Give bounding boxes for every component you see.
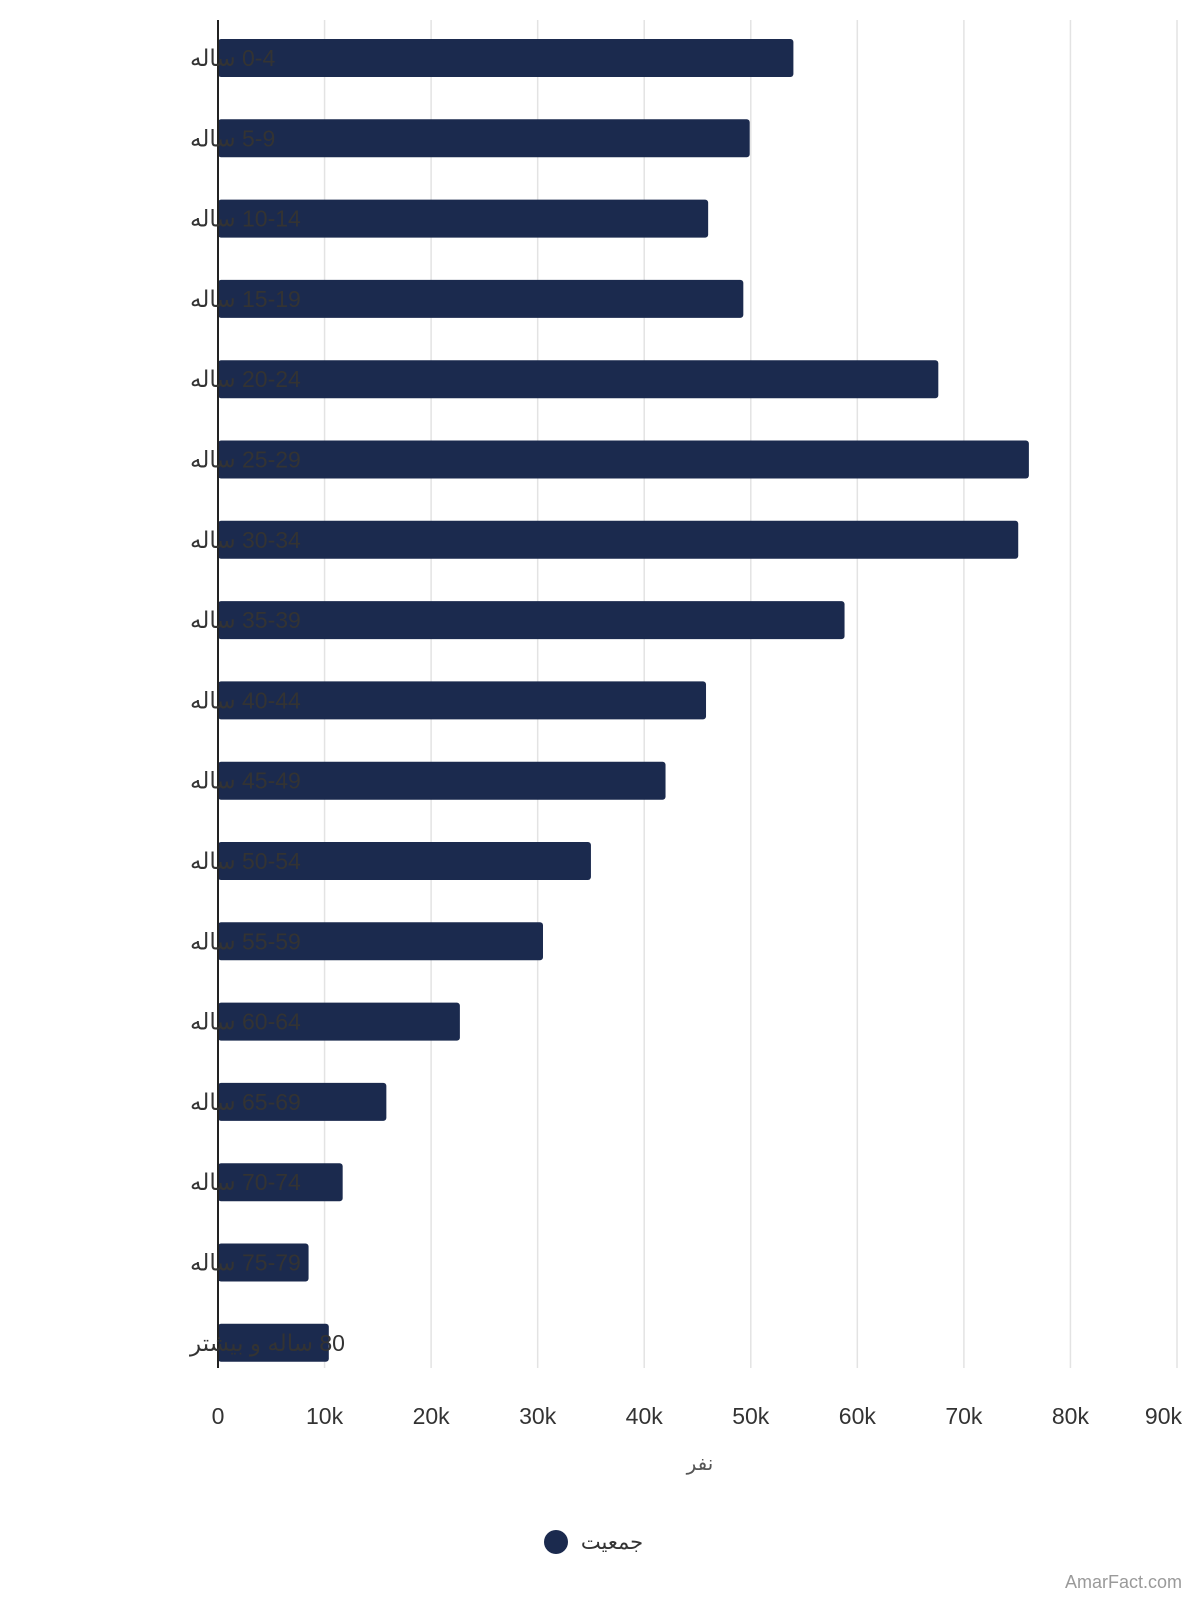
category-label: 20-24 ساله <box>190 366 301 392</box>
x-axis-title: نفر <box>686 1453 714 1475</box>
x-tick-label: 70k <box>945 1403 983 1429</box>
grid-lines <box>323 20 1178 1368</box>
x-tick-label: 60k <box>839 1403 877 1429</box>
category-label: 80 ساله و بیشتر <box>189 1330 345 1357</box>
x-tick-label: 0 <box>212 1403 225 1429</box>
category-label: 25-29 ساله <box>190 447 301 473</box>
category-label: 40-44 ساله <box>190 687 301 713</box>
x-tick-labels: 0 10k 20k 30k 40k 50k 60k 70k 80k 90k <box>212 1403 1183 1429</box>
category-label: 60-64 ساله <box>190 1009 301 1035</box>
x-tick-label: 90k <box>1145 1403 1183 1429</box>
category-label: 55-59 ساله <box>190 928 301 954</box>
bar[interactable] <box>218 119 750 158</box>
bar[interactable] <box>218 1323 329 1362</box>
bar[interactable] <box>218 601 845 640</box>
bar[interactable] <box>218 1082 387 1121</box>
bar[interactable] <box>218 761 666 800</box>
category-label: 5-9 ساله <box>190 125 275 151</box>
legend-swatch <box>544 1530 568 1554</box>
bar[interactable] <box>218 922 543 961</box>
x-tick-label: 10k <box>306 1403 344 1429</box>
x-tick-label: 80k <box>1052 1403 1090 1429</box>
legend-label: جمعیت <box>581 1531 643 1554</box>
bar[interactable] <box>218 279 744 318</box>
category-label: 70-74 ساله <box>190 1169 301 1195</box>
category-label: 65-69 ساله <box>190 1089 301 1115</box>
bar[interactable] <box>218 681 707 720</box>
x-tick-label: 20k <box>413 1403 451 1429</box>
category-label: 30-34 ساله <box>190 527 301 553</box>
bar[interactable] <box>218 520 1019 559</box>
category-label: 45-49 ساله <box>190 768 301 794</box>
x-tick-label: 40k <box>626 1403 664 1429</box>
bar[interactable] <box>218 199 709 238</box>
category-label: 75-79 ساله <box>190 1250 301 1276</box>
category-label: 0-4 ساله <box>190 45 275 71</box>
category-label: 10-14 ساله <box>190 206 301 232</box>
watermark: AmarFact.com <box>1065 1572 1182 1592</box>
bars <box>218 39 1029 1362</box>
category-label: 15-19 ساله <box>190 286 301 312</box>
legend[interactable]: جمعیت <box>544 1530 643 1554</box>
bar[interactable] <box>218 1163 343 1202</box>
category-labels: 0-4 ساله 5-9 ساله 10-14 ساله 15-19 ساله 20-2… <box>189 45 345 1357</box>
bar[interactable] <box>218 1243 309 1282</box>
bar[interactable] <box>218 39 794 77</box>
bar[interactable] <box>218 842 591 880</box>
bar[interactable] <box>218 1002 460 1041</box>
bar[interactable] <box>218 360 939 399</box>
bar[interactable] <box>218 440 1029 479</box>
x-tick-label: 30k <box>519 1403 557 1429</box>
x-tick-label: 50k <box>732 1403 770 1429</box>
category-label: 35-39 ساله <box>190 607 301 633</box>
category-label: 50-54 ساله <box>190 848 301 874</box>
